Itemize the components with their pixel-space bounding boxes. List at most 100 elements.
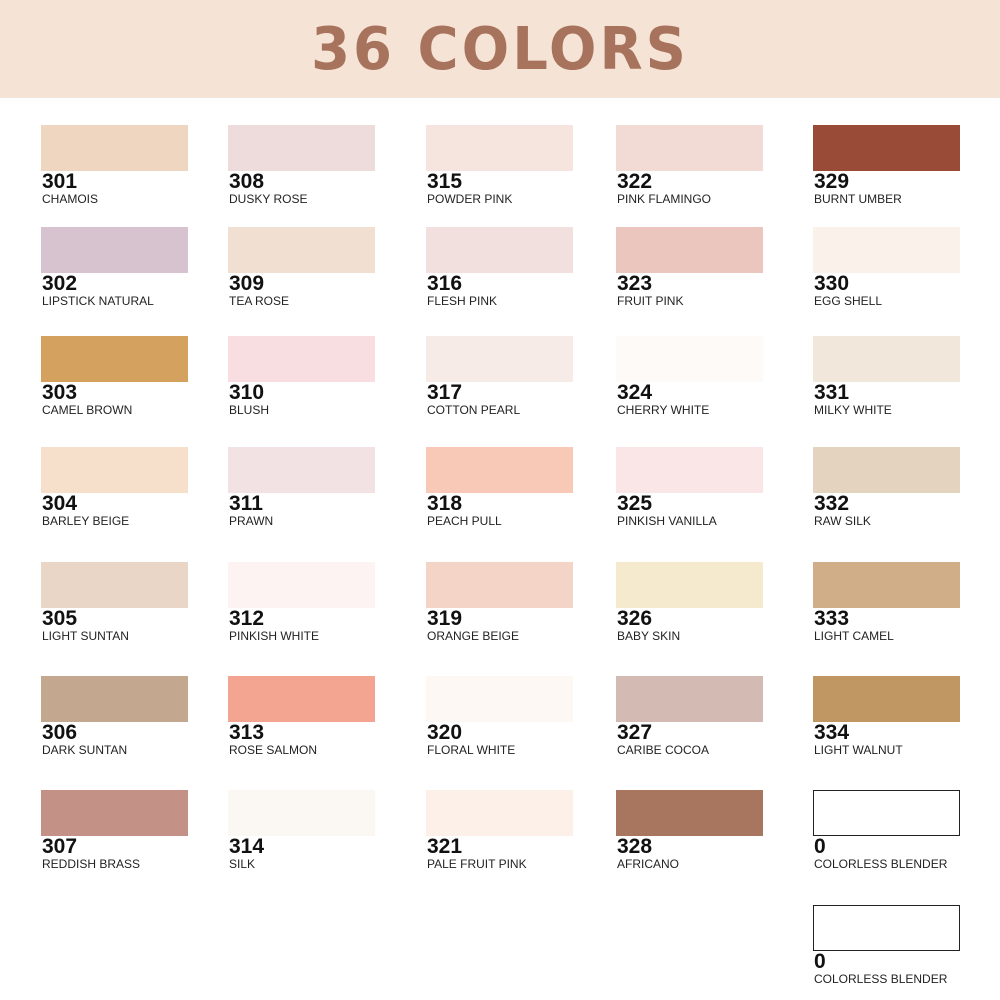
color-swatch-item: 314 SILK [228,790,378,871]
color-swatch-item: 330 EGG SHELL [813,227,963,308]
color-code: 330 [814,272,850,295]
color-swatch-item: 305 LIGHT SUNTAN [41,562,191,643]
color-name: CARIBE COCOA [617,743,710,757]
color-code: 312 [229,607,265,630]
color-name: EGG SHELL [814,294,883,308]
color-swatch [41,676,188,722]
color-code: 310 [229,381,265,404]
color-name: FLORAL WHITE [427,743,516,757]
color-name: POWDER PINK [427,192,513,206]
color-swatch-item: 321 PALE FRUIT PINK [426,790,576,871]
color-name: REDDISH BRASS [42,857,141,871]
color-code: 331 [814,381,850,404]
color-swatch [616,562,763,608]
color-swatch [41,227,188,273]
color-swatch-item: 301 CHAMOIS [41,125,191,206]
color-code: 305 [42,607,78,630]
color-swatch-item: 0 COLORLESS BLENDER [813,905,963,986]
color-code: 302 [42,272,78,295]
color-name: BARLEY BEIGE [42,514,130,528]
color-swatch-item: 320 FLORAL WHITE [426,676,576,757]
color-code: 321 [427,835,463,858]
color-name: RAW SILK [814,514,871,528]
color-swatch-item: 309 TEA ROSE [228,227,378,308]
color-swatch [228,676,375,722]
color-name: PALE FRUIT PINK [427,857,527,871]
color-swatch-item: 308 DUSKY ROSE [228,125,378,206]
color-code: 0 [814,835,826,858]
color-name: PINKISH VANILLA [617,514,717,528]
color-swatch [813,227,960,273]
color-swatch-item: 324 CHERRY WHITE [616,336,766,417]
color-code: 319 [427,607,463,630]
color-name: BURNT UMBER [814,192,902,206]
color-swatch-item: 322 PINK FLAMINGO [616,125,766,206]
color-swatch [41,336,188,382]
color-name: LIGHT SUNTAN [42,629,129,643]
color-code: 320 [427,721,463,744]
color-swatch-item: 302 LIPSTICK NATURAL [41,227,191,308]
color-swatch [41,562,188,608]
color-name: MILKY WHITE [814,403,892,417]
color-swatch [41,447,188,493]
color-swatch-item: 316 FLESH PINK [426,227,576,308]
color-swatch [41,790,188,836]
color-name: DARK SUNTAN [42,743,128,757]
color-code: 326 [617,607,653,630]
color-swatch-item: 307 REDDISH BRASS [41,790,191,871]
color-code: 313 [229,721,265,744]
color-swatch [426,676,573,722]
color-swatch [616,447,763,493]
color-name: CHERRY WHITE [617,403,710,417]
color-code: 316 [427,272,463,295]
color-swatch [616,676,763,722]
color-swatch-item: 318 PEACH PULL [426,447,576,528]
color-code: 314 [229,835,265,858]
color-swatch [616,790,763,836]
color-swatch [813,125,960,171]
color-swatch [228,125,375,171]
color-swatch [426,125,573,171]
color-code: 333 [814,607,850,630]
color-code: 328 [617,835,653,858]
color-code: 317 [427,381,463,404]
color-swatch-item: 325 PINKISH VANILLA [616,447,766,528]
color-name: COLORLESS BLENDER [814,857,948,871]
color-swatch-item: 306 DARK SUNTAN [41,676,191,757]
color-code: 303 [42,381,78,404]
color-swatch-item: 304 BARLEY BEIGE [41,447,191,528]
color-code: 306 [42,721,78,744]
color-swatch [813,562,960,608]
color-code: 323 [617,272,653,295]
color-swatch [813,905,960,951]
color-code: 309 [229,272,265,295]
color-swatch-item: 326 BABY SKIN [616,562,766,643]
color-swatch [426,336,573,382]
color-swatch-item: 0 COLORLESS BLENDER [813,790,963,871]
color-swatch [813,336,960,382]
color-swatch-item: 331 MILKY WHITE [813,336,963,417]
color-name: COTTON PEARL [427,403,521,417]
color-swatch-item: 332 RAW SILK [813,447,963,528]
color-swatch [813,447,960,493]
color-swatch [426,447,573,493]
color-swatch-item: 317 COTTON PEARL [426,336,576,417]
color-name: AFRICANO [617,857,680,871]
color-code: 329 [814,170,850,193]
color-swatch [426,227,573,273]
color-swatch [228,336,375,382]
color-code: 324 [617,381,653,404]
color-swatch-item: 333 LIGHT CAMEL [813,562,963,643]
color-code: 332 [814,492,850,515]
color-name: DUSKY ROSE [229,192,308,206]
color-swatch [228,790,375,836]
color-code: 334 [814,721,850,744]
page-title: 36 COLORS [311,14,689,84]
color-name: PINKISH WHITE [229,629,320,643]
color-swatch [426,562,573,608]
color-swatch-item: 315 POWDER PINK [426,125,576,206]
color-name: SILK [229,857,256,871]
color-swatch-item: 313 ROSE SALMON [228,676,378,757]
color-name: FLESH PINK [427,294,498,308]
color-name: PEACH PULL [427,514,502,528]
